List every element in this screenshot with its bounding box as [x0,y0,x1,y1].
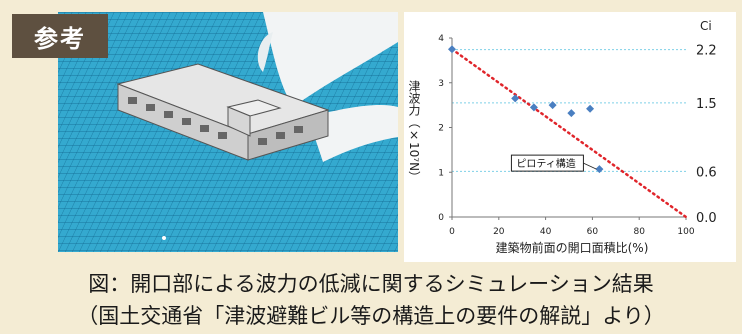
data-point [511,94,520,103]
y-tick-label: 0 [438,213,444,223]
piloti-annotation: ピロティ構造 [510,154,597,172]
x-tick-label: 20 [493,227,505,237]
tsunami-force-chart: 0 1 2 3 4 0 20 40 60 80 100 0.0 0.6 1.5 2.2 ピロティ構造 C… [404,12,736,262]
data-point [529,103,538,112]
x-tick-label: 60 [587,227,599,237]
reference-tag: 参考 [12,14,108,58]
y-tick-label: 1 [438,168,444,178]
data-point [448,45,456,54]
y-tick-label: 3 [438,79,444,89]
annotation-leader [583,162,597,170]
right-axis-title: Ci [700,19,712,33]
y-tick-label: 4 [438,34,444,44]
annotation-label: ピロティ構造 [516,157,575,170]
annotation-box [510,154,584,172]
y-tick-label: 2 [438,124,444,134]
caption-title: 図：開口部による波力の低減に関するシミュレーション結果 [88,272,654,296]
tsunami-simulation-image [58,12,398,252]
y-axis-label: 津波力（×10⁷N） [407,80,421,184]
x-tick-label: 100 [677,227,694,237]
ci-tick-label: 1.5 [696,97,717,112]
ci-tick-label: 2.2 [696,44,717,59]
trend-line [450,47,688,219]
building-model [116,63,330,161]
data-point [548,101,557,110]
caption-source: （国土交通省「津波避難ビル等の構造上の要件の解説」より） [77,304,665,328]
x-tick-label: 40 [540,227,552,237]
data-point [586,104,595,113]
x-axis-label: 建築物前面の開口面積比(%) [496,240,649,255]
ci-tick-label: 0.6 [696,165,717,180]
x-tick-label: 0 [449,227,455,237]
data-point [567,109,576,118]
ci-tick-label: 0.0 [696,211,717,226]
data-point [595,165,604,174]
x-tick-label: 80 [633,227,645,237]
